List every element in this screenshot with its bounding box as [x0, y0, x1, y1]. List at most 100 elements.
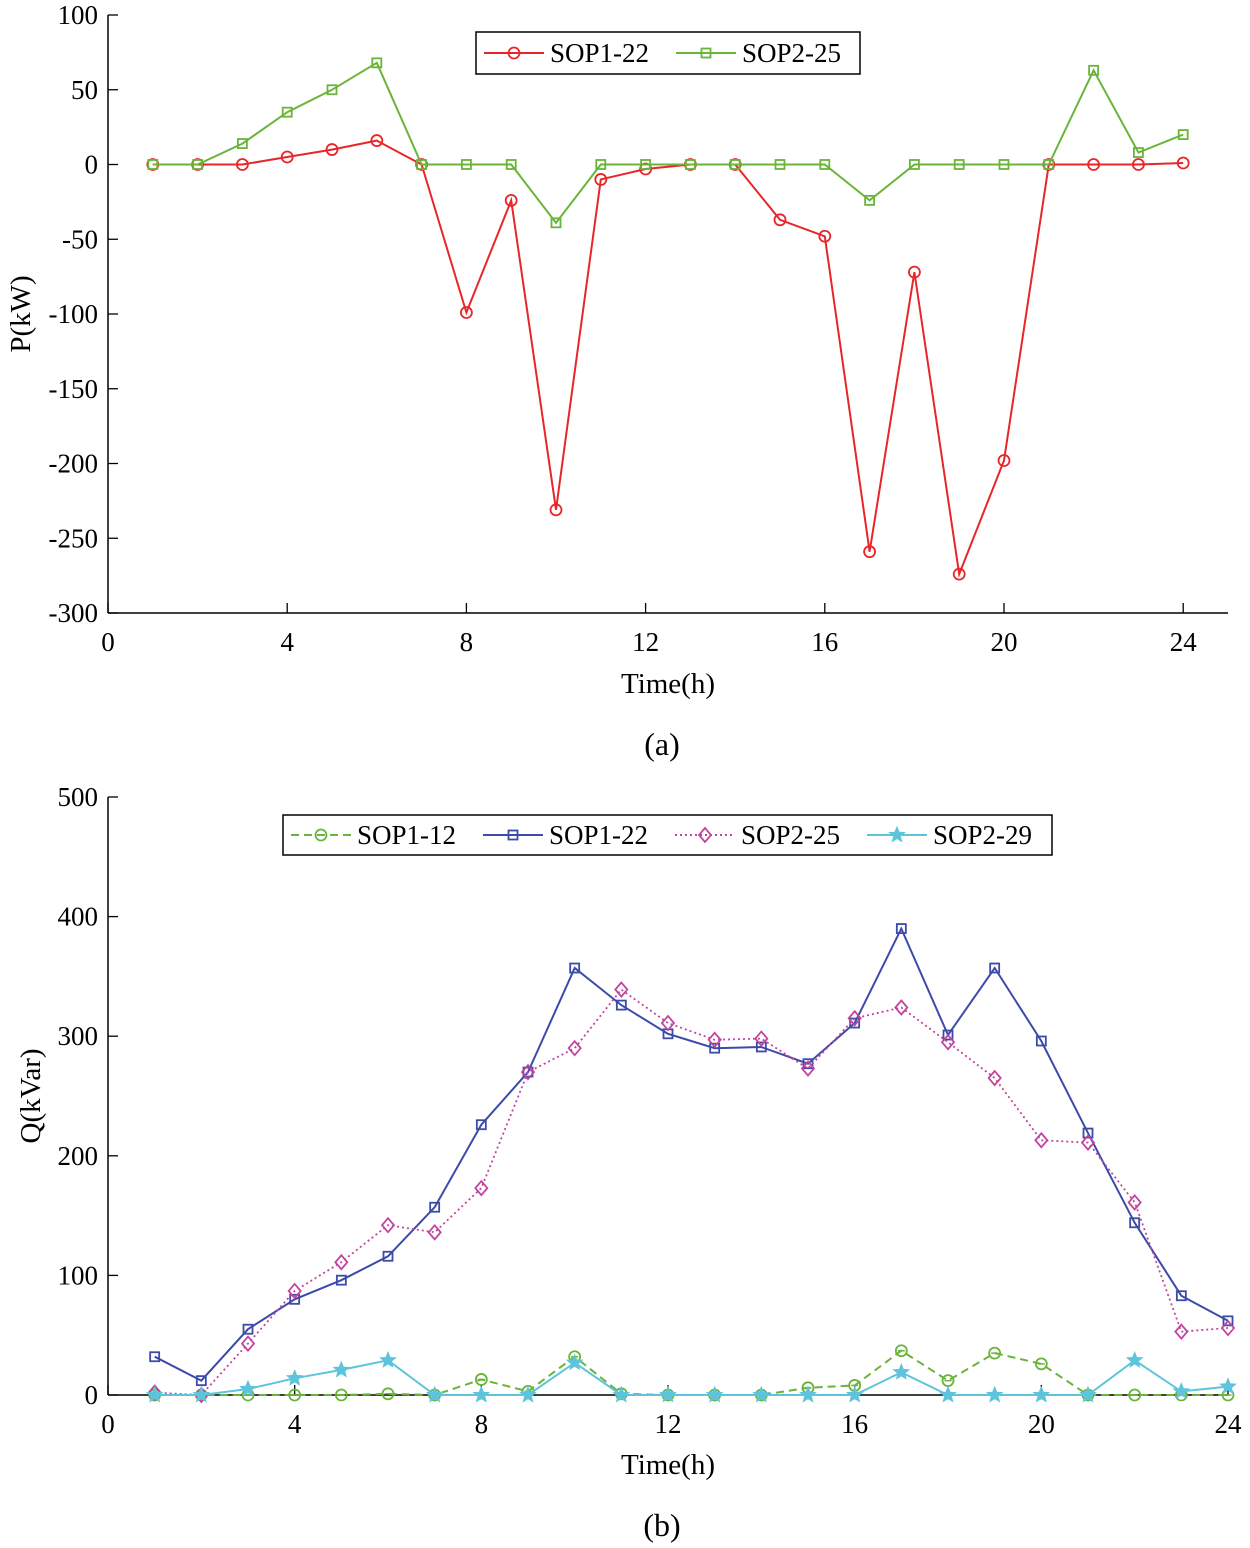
data-point — [1035, 1035, 1047, 1047]
x-tick-label: 8 — [460, 627, 474, 657]
series-line — [154, 1359, 1229, 1396]
data-point — [381, 1387, 395, 1401]
legend-label: SOP1-22 — [550, 38, 649, 68]
data-point — [522, 1066, 534, 1078]
data-point — [195, 1375, 207, 1387]
data-point — [1079, 1385, 1097, 1403]
data-point — [614, 981, 629, 998]
data-point — [985, 1385, 1004, 1403]
x-tick-label: 4 — [280, 627, 294, 657]
data-point — [752, 1385, 771, 1403]
chart-a: 0 4 8 12 16 20 24 100 50 0 -50 -100 -150 -200 -250 -300… — [5, 0, 1228, 762]
data-point — [818, 229, 832, 243]
data-point — [332, 1360, 351, 1378]
y-tick-label: 0 — [85, 150, 99, 180]
y-axis-label: P(kW) — [5, 275, 37, 352]
y-tick-label: 100 — [58, 1260, 99, 1290]
x-axis-label: Time(h) — [621, 668, 715, 700]
y-tick-label: 100 — [58, 0, 99, 30]
data-point — [325, 143, 339, 156]
data-point — [1172, 1382, 1191, 1400]
x-tick-label: 20 — [991, 627, 1018, 657]
data-point — [1088, 64, 1099, 76]
legend-label: SOP2-25 — [742, 38, 841, 68]
x-tick-label: 24 — [1215, 1409, 1243, 1439]
legend-label: SOP2-25 — [741, 820, 840, 850]
data-point — [371, 57, 383, 69]
data-point — [1034, 1131, 1049, 1149]
data-point — [425, 1385, 444, 1403]
data-point — [1222, 1315, 1234, 1327]
data-point — [380, 1216, 396, 1234]
data-point — [998, 159, 1010, 170]
series-SOP2-25 — [147, 57, 1189, 229]
data-point — [334, 1253, 349, 1271]
data-point — [659, 1385, 677, 1403]
data-point — [460, 159, 472, 170]
data-point — [800, 1060, 816, 1077]
x-tick-label: 16 — [841, 1409, 868, 1439]
data-point — [565, 1353, 584, 1371]
data-point — [847, 1009, 862, 1027]
legend-label: SOP1-22 — [549, 820, 648, 850]
data-point — [459, 306, 473, 319]
data-point — [475, 1119, 487, 1131]
data-point — [285, 1368, 304, 1386]
data-point — [147, 159, 159, 170]
x-tick-label: 12 — [632, 627, 659, 657]
y-tick-label: -100 — [49, 299, 99, 329]
data-point — [1125, 1350, 1144, 1368]
chart-b: 0 4 8 12 16 20 24 500 400 300 200 100 0 Time(h) Q(kVar… — [15, 782, 1242, 1543]
data-point — [908, 265, 921, 279]
data-point — [1132, 158, 1145, 171]
data-point — [755, 1041, 767, 1053]
legend-marker — [507, 46, 521, 60]
data-point — [145, 1385, 164, 1403]
data-point — [819, 159, 831, 170]
data-point — [952, 567, 966, 581]
data-point — [520, 1063, 536, 1081]
series-line — [152, 61, 1184, 225]
series-SOP2-29 — [145, 1350, 1237, 1403]
x-tick-label: 20 — [1028, 1409, 1055, 1439]
y-tick-label: 0 — [85, 1380, 99, 1410]
x-tick-label: 0 — [101, 1409, 115, 1439]
x-tick-label: 12 — [655, 1409, 682, 1439]
data-point — [729, 159, 741, 170]
chart-caption: (a) — [644, 726, 680, 762]
data-point — [519, 1385, 537, 1403]
data-point — [192, 159, 204, 170]
data-point — [1087, 158, 1100, 171]
y-tick-label: 200 — [58, 1141, 99, 1171]
data-point — [1219, 1377, 1237, 1395]
data-point — [569, 962, 581, 974]
data-point — [845, 1385, 864, 1403]
data-point — [939, 1385, 957, 1403]
x-tick-label: 4 — [288, 1409, 302, 1439]
data-point — [773, 213, 787, 227]
data-point — [639, 162, 652, 176]
data-point — [242, 1323, 254, 1335]
data-point — [1034, 1357, 1048, 1371]
data-point — [382, 1250, 394, 1262]
data-point — [892, 1362, 911, 1380]
legend-marker — [314, 828, 328, 842]
data-point — [1177, 129, 1189, 141]
x-tick-label: 24 — [1170, 627, 1198, 657]
data-point — [940, 1033, 956, 1051]
legend: SOP1-22 SOP2-25 — [475, 31, 861, 75]
data-point — [685, 159, 696, 170]
x-axis-label: Time(h) — [621, 1449, 715, 1481]
y-tick-label: -250 — [49, 523, 99, 553]
x-tick-label: 0 — [101, 627, 115, 657]
data-point — [595, 159, 607, 170]
legend-label: SOP2-29 — [933, 820, 1032, 850]
x-tick-label: 16 — [811, 627, 838, 657]
data-point — [550, 217, 562, 229]
y-tick-label: -300 — [49, 598, 99, 628]
data-point — [235, 158, 249, 171]
data-point — [549, 503, 563, 517]
data-point — [567, 1039, 582, 1057]
series-SOP2-25 — [147, 981, 1236, 1404]
